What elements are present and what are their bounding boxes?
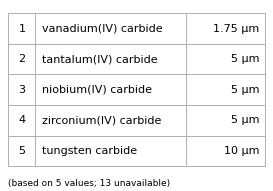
Text: 4: 4 [18, 115, 25, 125]
Text: 5 μm: 5 μm [231, 115, 259, 125]
Text: niobium(IV) carbide: niobium(IV) carbide [42, 85, 152, 95]
Text: (based on 5 values; 13 unavailable): (based on 5 values; 13 unavailable) [8, 179, 170, 188]
Text: tungsten carbide: tungsten carbide [42, 146, 137, 156]
Text: 2: 2 [18, 54, 25, 64]
Text: 10 μm: 10 μm [224, 146, 259, 156]
Text: 5: 5 [18, 146, 25, 156]
Text: 5 μm: 5 μm [231, 54, 259, 64]
Text: 1.75 μm: 1.75 μm [213, 24, 259, 34]
Text: 1: 1 [18, 24, 25, 34]
Text: 5 μm: 5 μm [231, 85, 259, 95]
Text: tantalum(IV) carbide: tantalum(IV) carbide [42, 54, 158, 64]
Text: zirconium(IV) carbide: zirconium(IV) carbide [42, 115, 162, 125]
Text: 3: 3 [18, 85, 25, 95]
Text: vanadium(IV) carbide: vanadium(IV) carbide [42, 24, 163, 34]
